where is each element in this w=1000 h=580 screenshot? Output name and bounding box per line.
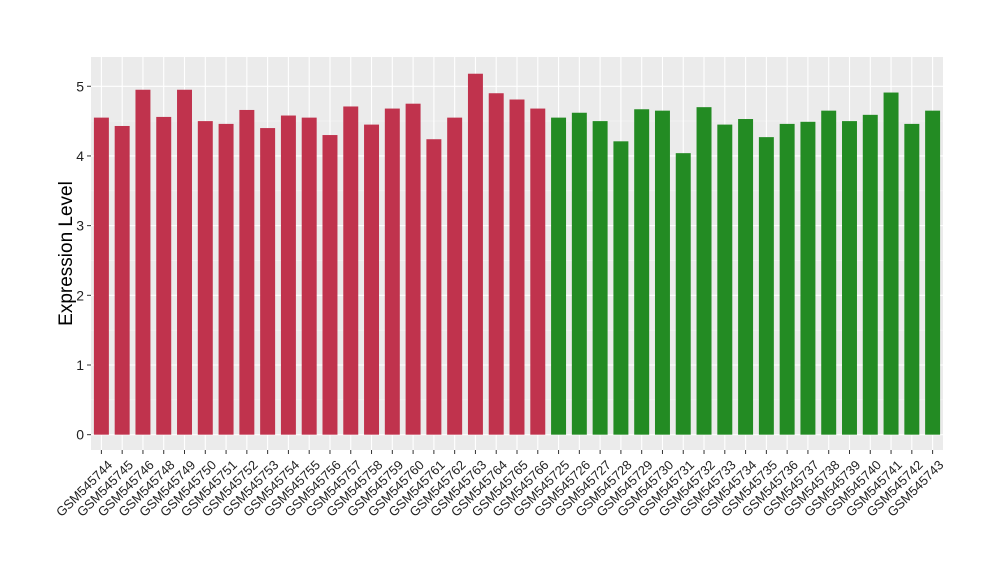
- bar-GSM545733: [717, 124, 733, 435]
- bar-GSM545732: [696, 107, 712, 435]
- bar-GSM545734: [738, 119, 754, 435]
- bar-GSM545763: [467, 73, 483, 435]
- bar-GSM545753: [260, 128, 276, 435]
- bar-GSM545743: [925, 110, 941, 435]
- bar-GSM545739: [842, 121, 857, 435]
- bar-GSM545735: [758, 137, 774, 435]
- bar-GSM545762: [447, 117, 463, 435]
- bar-GSM545730: [654, 110, 670, 435]
- bar-GSM545740: [862, 114, 878, 435]
- y-tick-label: 3: [76, 218, 84, 234]
- bar-GSM545760: [405, 103, 421, 435]
- bar-GSM545728: [613, 141, 629, 435]
- bar-GSM545741: [883, 92, 899, 435]
- bar-GSM545738: [821, 110, 837, 435]
- y-tick-label: 4: [76, 148, 84, 164]
- bar-GSM545727: [592, 121, 608, 435]
- bar-GSM545764: [488, 93, 504, 435]
- bar-GSM545766: [530, 108, 546, 435]
- bar-GSM545761: [426, 139, 442, 435]
- bar-GSM545742: [904, 123, 920, 435]
- bar-GSM545759: [384, 108, 400, 435]
- x-axis: GSM545744GSM545745GSM545746GSM545748GSM5…: [53, 450, 947, 520]
- bar-GSM545750: [197, 121, 213, 435]
- bar-GSM545748: [156, 116, 172, 435]
- bar-GSM545751: [218, 123, 234, 435]
- bar-GSM545736: [779, 123, 795, 435]
- bar-GSM545726: [571, 112, 587, 435]
- bar-GSM545758: [364, 124, 380, 435]
- bar-GSM545755: [301, 117, 317, 435]
- bar-GSM545731: [675, 153, 691, 435]
- y-axis: 0 1 2 3 4 5: [76, 78, 91, 443]
- bar-GSM545757: [343, 106, 359, 435]
- y-tick-label: 2: [76, 287, 84, 303]
- bar-GSM545746: [135, 89, 151, 435]
- bar-GSM545744: [93, 117, 109, 435]
- bar-GSM545765: [509, 99, 525, 435]
- bar-GSM545725: [551, 117, 567, 435]
- bar-GSM545756: [322, 135, 338, 435]
- y-tick-label: 0: [76, 427, 84, 443]
- bar-GSM545752: [239, 109, 255, 435]
- bar-GSM545749: [177, 89, 192, 435]
- bar-GSM545754: [280, 115, 296, 435]
- bar-GSM545737: [800, 121, 816, 435]
- y-axis-title: Expression Level: [56, 181, 77, 326]
- y-tick-label: 5: [76, 78, 84, 94]
- bars: [93, 73, 941, 435]
- bar-GSM545745: [114, 125, 130, 435]
- bar-GSM545729: [634, 109, 650, 435]
- y-tick-label: 1: [76, 357, 84, 373]
